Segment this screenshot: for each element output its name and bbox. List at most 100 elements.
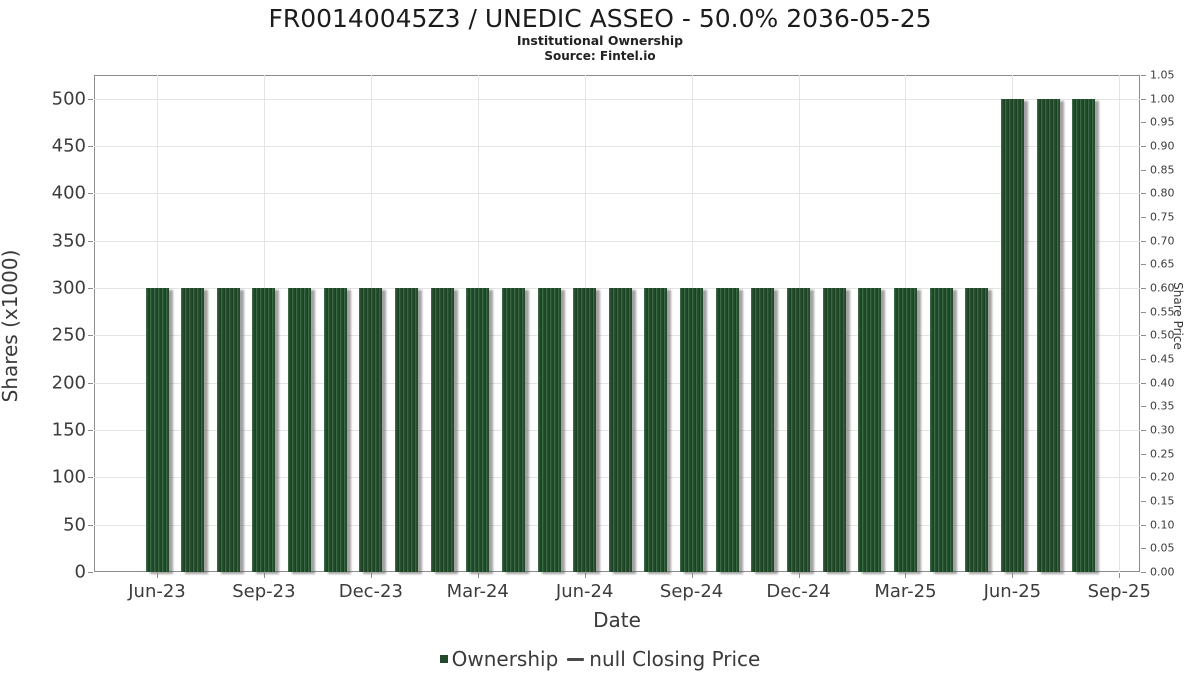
right-axis-tick-label: 1.00	[1150, 92, 1175, 106]
x-axis-tick-label: Jun-24	[555, 581, 614, 602]
x-axis-tick-label: Sep-23	[232, 581, 296, 602]
right-axis-tick-mark	[1141, 335, 1146, 337]
ownership-bar[interactable]	[929, 288, 953, 572]
ownership-bar[interactable]	[1072, 98, 1096, 572]
ownership-bar[interactable]	[252, 288, 276, 572]
ownership-bar[interactable]	[680, 288, 704, 572]
right-axis-tick-label: 0.15	[1150, 494, 1175, 508]
closing-price-series-line-icon	[567, 657, 585, 661]
chart-source: Source: Fintel.io	[544, 49, 656, 63]
x-axis-tick-mark	[370, 573, 372, 578]
x-axis-tick-mark	[263, 573, 265, 578]
y-axis-tick-mark	[88, 146, 93, 147]
ownership-bar[interactable]	[644, 288, 668, 572]
x-axis-tick-mark	[157, 573, 158, 578]
right-axis-tick-mark	[1141, 430, 1146, 431]
ownership-bar[interactable]	[288, 288, 312, 572]
ownership-series-swatch-icon	[439, 655, 448, 663]
legend-item-closing-price[interactable]: null Closing Price	[567, 647, 760, 671]
ownership-bar[interactable]	[787, 288, 811, 572]
right-axis-tick-mark	[1141, 217, 1146, 218]
y-axis-tick-mark	[88, 240, 93, 242]
ownership-bar[interactable]	[216, 288, 240, 572]
right-axis-tick-mark	[1141, 75, 1146, 76]
chart-subtitle: Institutional Ownership	[516, 33, 684, 48]
right-axis-tick-mark	[1141, 311, 1146, 313]
ownership-bar[interactable]	[181, 288, 205, 572]
ownership-bar[interactable]	[145, 288, 169, 572]
ownership-bar[interactable]	[573, 288, 597, 572]
legend-item-ownership[interactable]: Ownership	[439, 647, 559, 671]
x-axis-tick-mark	[905, 573, 907, 578]
ownership-bar[interactable]	[1036, 98, 1060, 572]
x-axis-tick-mark	[798, 573, 800, 578]
right-axis-tick-mark	[1141, 359, 1146, 360]
y-axis-tick-mark	[88, 382, 93, 384]
right-axis-tick-mark	[1141, 453, 1146, 455]
y-axis-tick-mark	[88, 335, 93, 337]
right-axis-tick-mark	[1141, 524, 1146, 526]
right-axis-tick-mark	[1141, 288, 1146, 289]
x-axis-tick-label: Dec-24	[766, 581, 831, 602]
ownership-bar[interactable]	[537, 288, 561, 572]
ownership-bar[interactable]	[359, 288, 383, 572]
right-axis-tick-mark	[1141, 169, 1146, 171]
ownership-bar[interactable]	[323, 288, 347, 572]
right-axis-tick-mark	[1141, 122, 1146, 124]
y-axis-tick-label: 200	[51, 372, 86, 394]
right-axis-tick-mark	[1141, 406, 1146, 408]
ownership-bar[interactable]	[751, 288, 775, 572]
y-axis-title-share-price: Share Price	[1171, 282, 1185, 350]
x-axis-title-date: Date	[593, 608, 641, 632]
legend-label-ownership: Ownership	[451, 647, 559, 671]
right-axis-tick-label: 1.05	[1150, 68, 1175, 82]
right-axis-tick-mark	[1141, 98, 1146, 100]
x-axis-tick-mark	[1012, 573, 1014, 578]
right-axis-tick-mark	[1141, 146, 1146, 147]
x-axis-tick-label: Dec-23	[338, 581, 403, 602]
ownership-bar[interactable]	[466, 288, 490, 572]
ownership-bar[interactable]	[715, 288, 739, 572]
ownership-bar[interactable]	[1000, 98, 1024, 572]
right-axis-tick-mark	[1141, 240, 1146, 242]
right-axis-tick-label: 0.20	[1150, 470, 1175, 484]
x-axis-tick-label: Sep-24	[659, 581, 724, 602]
right-axis-tick-label: 0.05	[1150, 541, 1175, 555]
right-axis-tick-label: 0.90	[1150, 139, 1175, 153]
ownership-bar[interactable]	[893, 288, 917, 572]
ownership-bar[interactable]	[965, 288, 989, 572]
y-axis-tick-mark	[88, 524, 93, 526]
y-axis-tick-label: 400	[51, 182, 86, 204]
right-axis-tick-mark	[1141, 548, 1146, 550]
ownership-bar[interactable]	[822, 288, 846, 572]
x-axis-tick-mark	[691, 573, 693, 578]
x-axis-tick-label: Mar-24	[446, 581, 509, 602]
y-axis-tick-label: 450	[51, 135, 86, 157]
x-axis-tick-mark	[477, 573, 479, 578]
ownership-bar[interactable]	[858, 288, 882, 572]
y-axis-tick-mark	[88, 477, 93, 479]
x-axis-tick-label: Jun-23	[128, 581, 186, 602]
ownership-bar[interactable]	[430, 288, 454, 572]
ownership-bar[interactable]	[501, 288, 525, 572]
right-axis-tick-mark	[1141, 382, 1146, 384]
y-axis-tick-label: 150	[51, 419, 86, 441]
right-axis-tick-label: 0.00	[1150, 565, 1175, 579]
legend-label-closing-price: null Closing Price	[589, 647, 761, 671]
x-axis-tick-label: Jun-25	[983, 581, 1042, 602]
y-axis-tick-label: 500	[51, 88, 86, 110]
ownership-bar[interactable]	[394, 288, 418, 572]
y-axis-tick-label: 100	[51, 466, 86, 488]
y-axis-tick-label: 50	[63, 514, 86, 536]
x-axis-tick-mark	[1119, 573, 1121, 578]
chart-legend: Ownership null Closing Price	[0, 646, 1200, 672]
right-axis-tick-mark	[1141, 501, 1146, 502]
y-axis-tick-label: 250	[51, 324, 86, 346]
right-axis-tick-mark	[1141, 572, 1146, 573]
y-axis-tick-mark	[88, 193, 93, 195]
y-axis-tick-mark	[88, 288, 93, 289]
y-axis-tick-label: 0	[74, 561, 86, 583]
ownership-bar[interactable]	[608, 288, 632, 572]
x-axis-tick-label: Sep-25	[1087, 581, 1151, 602]
right-axis-tick-mark	[1141, 264, 1146, 266]
